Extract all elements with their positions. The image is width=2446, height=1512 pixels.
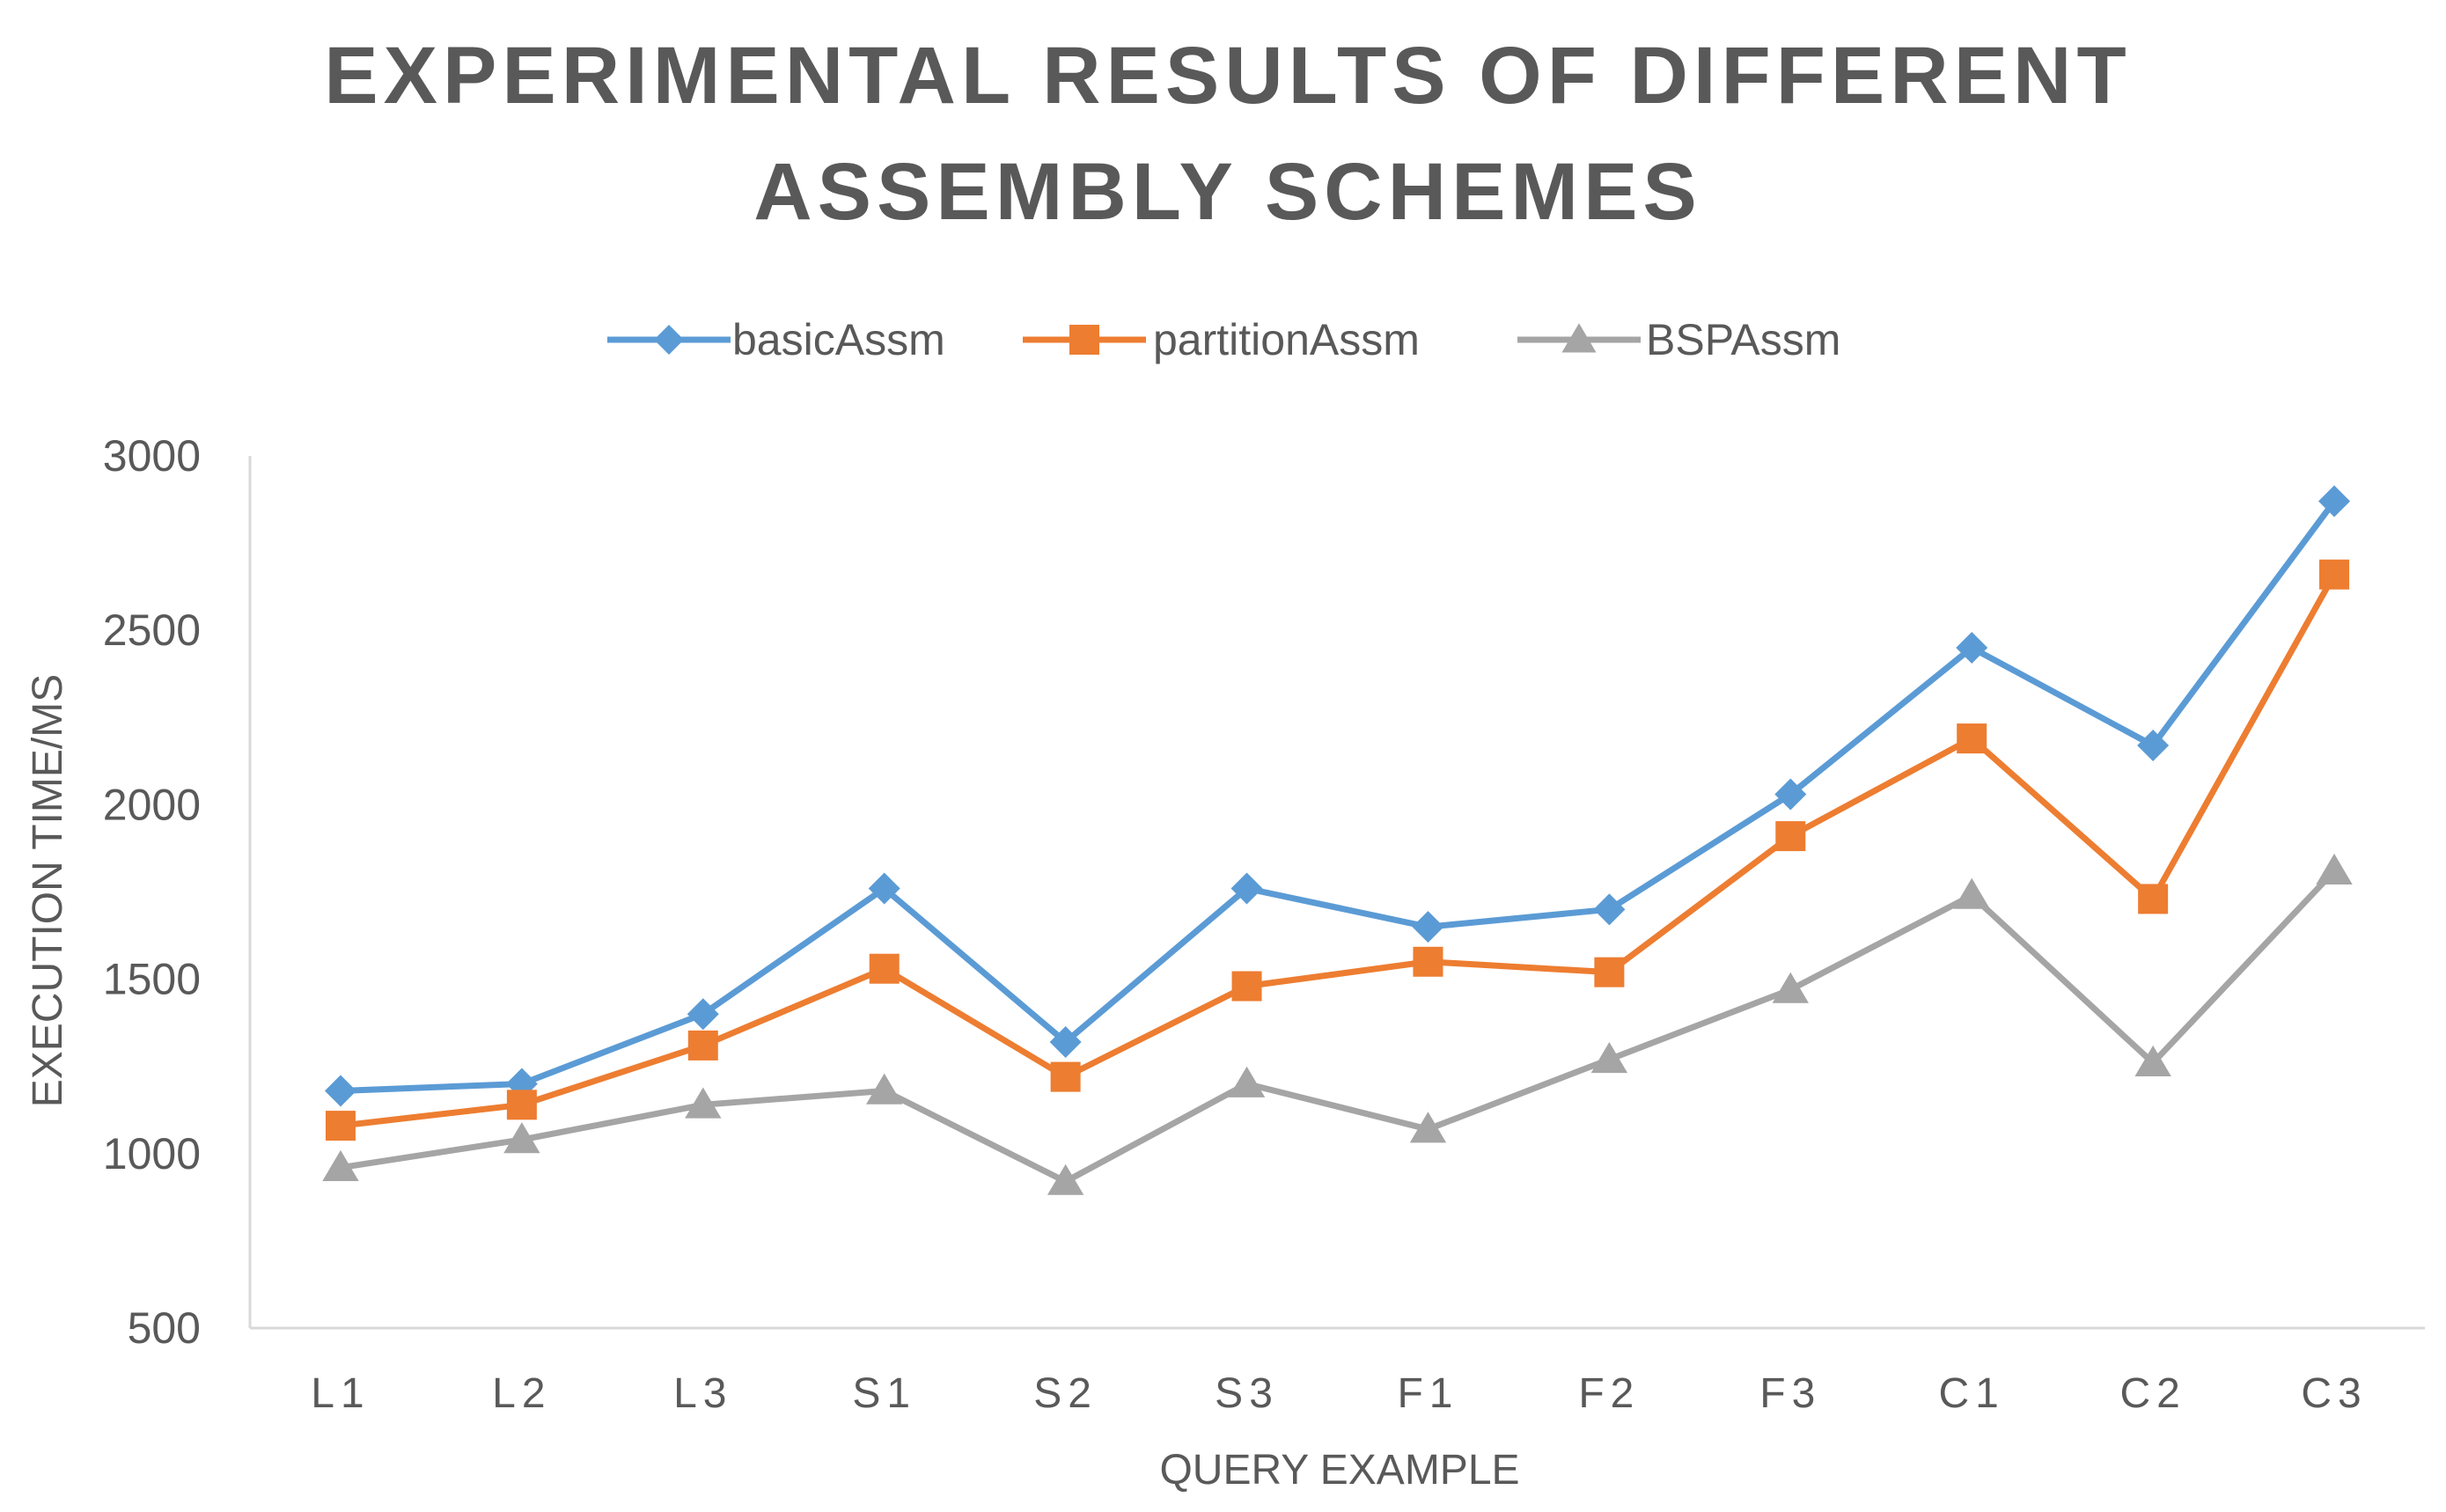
data-point-basicAssm [1956,632,1988,664]
x-tick-label: S3 [1215,1370,1279,1417]
x-tick-label: C1 [1939,1370,2005,1417]
x-tick-label: F3 [1759,1370,1821,1417]
data-point-BSPAssm [503,1122,540,1154]
data-point-partitionAssm [1413,946,1443,977]
chart-title-line-2: ASSEMBLY SCHEMES [753,147,1702,237]
data-point-basicAssm [868,872,900,905]
legend-marker [1561,323,1597,353]
data-point-BSPAssm [2316,853,2353,885]
data-point-basicAssm [687,998,719,1031]
x-tick-label: S1 [852,1370,916,1417]
x-tick-label: C2 [2119,1370,2185,1417]
data-point-partitionAssm [687,1030,718,1061]
y-axis-title: EXECUTION TIME/MS [25,674,71,1108]
data-point-basicAssm [2318,485,2351,517]
data-point-basicAssm [324,1075,356,1107]
x-tick-label: L3 [673,1370,732,1417]
x-tick-label: F1 [1397,1370,1458,1417]
data-point-partitionAssm [325,1111,356,1141]
data-point-BSPAssm [1772,972,1809,1003]
x-tick-label: L1 [311,1370,370,1417]
data-point-partitionAssm [1594,957,1625,987]
data-point-partitionAssm [506,1090,537,1120]
x-axis-title: QUERY EXAMPLE [1159,1447,1519,1494]
legend-label: partitionAssm [1153,315,1420,364]
data-point-BSPAssm [1047,1163,1084,1195]
data-point-partitionAssm [1231,971,1262,1002]
data-point-partitionAssm [1050,1061,1081,1092]
series-partitionAssm [325,559,2350,1141]
data-point-BSPAssm [1409,1112,1447,1143]
x-tick-label: C3 [2301,1370,2367,1417]
legend-marker [1069,325,1099,355]
legend-item-partitionAssm: partitionAssm [1023,315,1420,364]
data-point-partitionAssm [869,953,900,984]
data-point-partitionAssm [2319,559,2350,590]
data-point-BSPAssm [1590,1041,1628,1074]
series-line-basicAssm [340,499,2337,1094]
data-point-basicAssm [1049,1025,1082,1058]
series-basicAssm [324,485,2351,1107]
data-point-partitionAssm [2138,884,2169,914]
y-tick-label: 2500 [103,606,201,655]
data-point-basicAssm [1412,911,1444,943]
y-tick-label: 500 [128,1303,201,1353]
y-tick-label: 3000 [103,431,201,481]
series-line-partitionAssm [340,573,2338,1129]
series-line-BSPAssm [340,869,2337,1185]
data-point-partitionAssm [1775,821,1806,852]
x-tick-label: L2 [492,1370,551,1417]
series-BSPAssm [322,853,2353,1195]
chart-title-line-1: EXPERIMENTAL RESULTS OF DIFFERENT [324,31,2131,121]
data-point-basicAssm [1593,893,1626,926]
data-point-basicAssm [1774,778,1807,811]
legend-label: basicAssm [732,315,945,364]
y-tick-label: 2000 [103,780,201,829]
data-point-basicAssm [2137,730,2170,762]
y-tick-label: 1000 [103,1129,201,1178]
data-point-BSPAssm [685,1087,722,1119]
x-tick-label: S2 [1033,1370,1098,1417]
data-point-partitionAssm [1957,723,1987,754]
data-point-basicAssm [1230,872,1263,905]
legend: basicAssm partitionAssm BSPAssm [607,315,1840,364]
legend-marker [654,325,684,355]
data-point-BSPAssm [1228,1066,1266,1097]
legend-label: BSPAssm [1646,315,1840,364]
x-tick-label: F2 [1578,1370,1640,1417]
data-point-BSPAssm [322,1149,359,1181]
legend-item-BSPAssm: BSPAssm [1517,315,1840,364]
data-point-BSPAssm [1953,877,1990,909]
y-tick-label: 1500 [103,955,201,1004]
data-point-BSPAssm [866,1073,903,1105]
data-point-BSPAssm [2134,1045,2171,1077]
legend-item-basicAssm: basicAssm [607,315,945,364]
